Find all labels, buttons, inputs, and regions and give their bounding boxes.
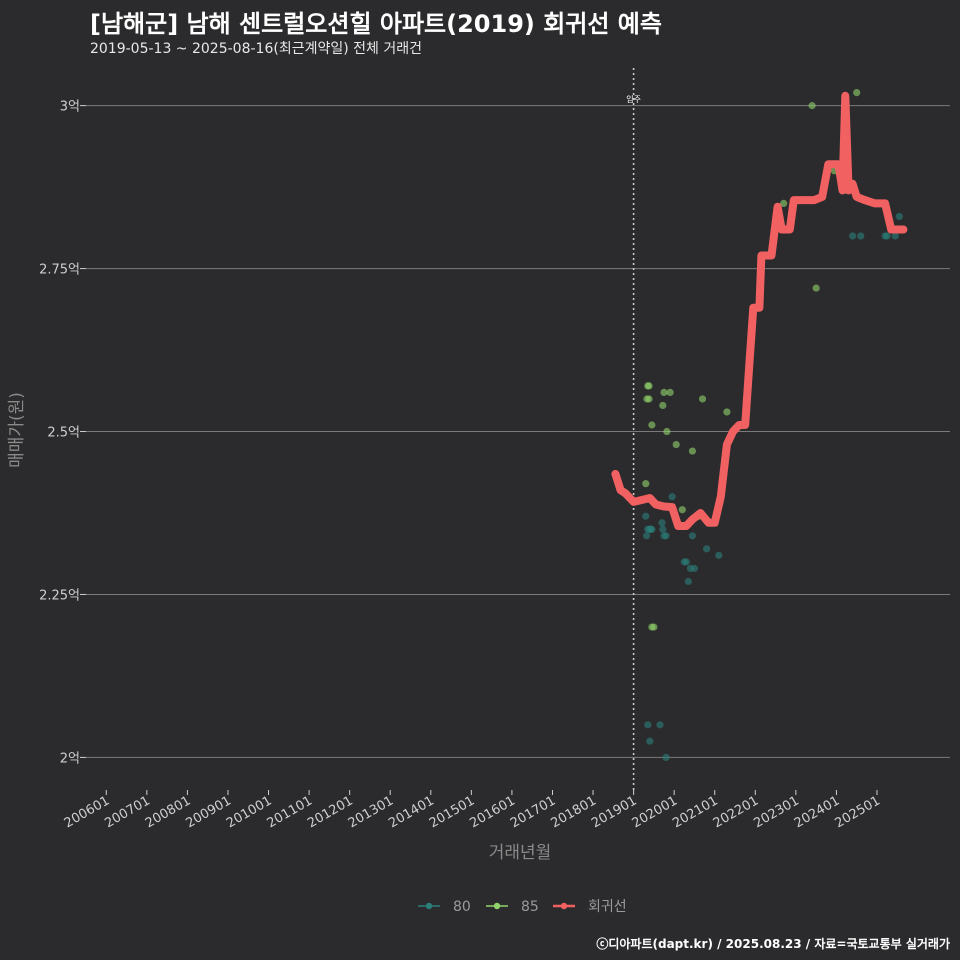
data-point-80 xyxy=(682,558,690,566)
x-tick-label: 202401 xyxy=(792,793,842,831)
data-point-85 xyxy=(808,102,816,110)
x-tick-label: 202101 xyxy=(670,793,720,831)
data-point-80 xyxy=(658,519,666,527)
y-axis-title: 매매가(원) xyxy=(7,392,27,468)
data-point-85 xyxy=(672,440,680,449)
x-tick-label: 201401 xyxy=(386,793,436,831)
x-tick-label: 201301 xyxy=(346,793,396,831)
x-tick-label: 201701 xyxy=(508,793,558,831)
data-point-80 xyxy=(849,232,857,240)
data-point-80 xyxy=(662,532,670,540)
data-point-80 xyxy=(662,753,670,762)
y-tick-label: 2.5억 xyxy=(47,426,80,441)
data-point-80 xyxy=(891,232,899,240)
data-point-80 xyxy=(688,532,697,540)
data-point-80 xyxy=(659,525,667,533)
chart-title: [남해군] 남해 센트럴오션힐 아파트(2019) 회귀선 예측 xyxy=(90,10,662,38)
x-tick-label: 201901 xyxy=(589,793,639,831)
data-point-85 xyxy=(853,88,861,97)
y-tick-label: 3억 xyxy=(60,100,80,115)
data-point-80 xyxy=(690,564,699,572)
data-point-85 xyxy=(645,382,653,390)
x-tick-label: 200901 xyxy=(183,793,233,831)
data-point-80 xyxy=(703,545,711,553)
data-point-80 xyxy=(642,532,651,540)
move-in-label: 입주 xyxy=(626,95,641,104)
data-point-85 xyxy=(723,408,731,416)
x-tick-label: 201601 xyxy=(467,793,517,831)
legend: 80 85 회귀선 xyxy=(418,899,627,915)
y-axis-ticks: 2억 2.25억 2.5억 2.75억 3억 xyxy=(39,100,86,766)
data-point-80 xyxy=(648,525,656,533)
move-in-annotation: 입주 xyxy=(626,68,641,790)
data-point-80 xyxy=(668,493,676,501)
x-tick-label: 201501 xyxy=(427,793,477,831)
chart-subtitle: 2019-05-13 ~ 2025-08-16(최근계약일) 전체 거래건 xyxy=(90,41,422,57)
data-point-85 xyxy=(780,199,788,207)
data-point-80 xyxy=(642,512,650,520)
data-point-85 xyxy=(659,401,667,410)
data-point-80 xyxy=(895,212,903,221)
data-point-80 xyxy=(646,737,654,745)
x-axis-title: 거래년월 xyxy=(489,843,552,863)
data-point-85 xyxy=(642,480,650,488)
data-point-80 xyxy=(883,232,891,240)
x-tick-label: 200601 xyxy=(62,793,112,831)
y-tick-label: 2.25억 xyxy=(39,588,80,603)
regression-line-path xyxy=(611,91,908,530)
data-point-80 xyxy=(684,577,692,586)
data-point-80 xyxy=(857,232,865,240)
scatter-points xyxy=(642,88,903,762)
x-tick-label: 202501 xyxy=(832,793,882,831)
y-tick-label: 2억 xyxy=(60,751,80,766)
data-point-85 xyxy=(678,506,686,514)
x-tick-label: 202001 xyxy=(630,793,680,831)
x-tick-label: 202301 xyxy=(751,793,801,831)
x-tick-label: 201001 xyxy=(224,793,274,831)
regression-line xyxy=(611,91,908,530)
data-point-85 xyxy=(812,284,820,292)
x-axis-ticks: 2006012007012008012009012010012011012012… xyxy=(62,790,883,831)
legend-label: 80 xyxy=(453,899,471,915)
data-point-80 xyxy=(644,721,652,729)
x-tick-label: 200801 xyxy=(143,793,193,831)
data-point-85 xyxy=(650,623,658,631)
legend-key-dot xyxy=(560,902,568,910)
data-point-80 xyxy=(715,551,723,559)
x-tick-label: 201801 xyxy=(549,793,599,831)
data-point-85 xyxy=(663,427,671,436)
data-point-85 xyxy=(648,421,656,429)
data-point-85 xyxy=(645,395,653,403)
data-point-85 xyxy=(660,388,668,397)
x-tick-label: 200701 xyxy=(102,793,152,831)
x-tick-label: 201101 xyxy=(265,793,315,831)
data-point-80 xyxy=(656,721,664,729)
data-point-85 xyxy=(698,395,707,403)
footer-credit: ⓒ디아파트(dapt.kr) / 2025.08.23 / 자료=국토교통부 실… xyxy=(596,937,950,951)
legend-label: 회귀선 xyxy=(588,899,627,915)
legend-key-dot xyxy=(493,902,501,910)
x-tick-label: 201201 xyxy=(305,793,355,831)
y-tick-label: 2.75억 xyxy=(39,263,80,278)
data-point-85 xyxy=(666,388,674,397)
y-gridlines xyxy=(86,105,950,758)
legend-label: 85 xyxy=(521,899,539,915)
data-point-85 xyxy=(688,447,697,455)
x-tick-label: 202201 xyxy=(711,793,761,831)
legend-key-dot xyxy=(425,902,433,910)
